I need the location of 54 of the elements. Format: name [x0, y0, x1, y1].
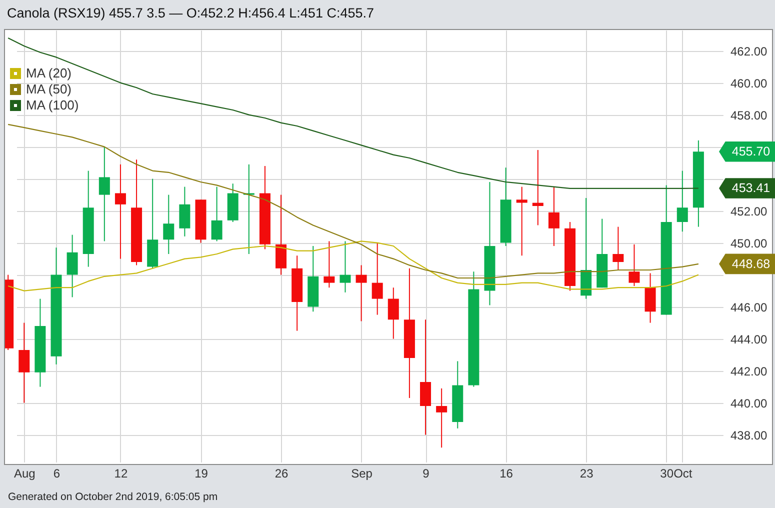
candlestick: [324, 240, 335, 288]
candlestick: [644, 272, 656, 324]
candlestick: [676, 170, 688, 232]
y-tick-label: 446.00: [730, 300, 768, 314]
x-tick-label: 6: [53, 466, 60, 480]
y-tick-label: 438.00: [730, 428, 768, 442]
candlestick: [211, 186, 222, 242]
legend-label: MA (100): [26, 98, 79, 112]
x-tick-label: 26: [274, 466, 289, 480]
candlestick: [516, 186, 528, 256]
x-tick-label: 19: [194, 466, 208, 480]
legend-label: MA (50): [26, 82, 72, 96]
y-tick-label: 444.00: [730, 332, 768, 346]
candlestick: [98, 146, 110, 242]
candlestick: [114, 164, 126, 260]
y-tick-label: 458.00: [730, 108, 768, 122]
candlestick: [163, 194, 174, 254]
candlestick: [420, 319, 432, 436]
line-series: [8, 37, 699, 189]
x-tick-label: 9: [422, 466, 430, 480]
y-tick-label: 452.00: [730, 204, 768, 218]
y-tick-label: 442.00: [730, 364, 768, 378]
x-tick-label: 30: [660, 466, 674, 480]
candlestick: [356, 264, 367, 322]
chart-title: Canola (RSX19) 455.7 3.5 — O:452.2 H:456.4 L:451 C:455.7: [7, 6, 374, 20]
candlestick: [628, 244, 640, 286]
candlestick: [66, 234, 78, 298]
candlestick: [388, 287, 399, 340]
text: 455.70: [732, 144, 770, 159]
x-tick-label: 16: [500, 466, 514, 480]
candlestick: [612, 226, 624, 270]
candlestick: [372, 242, 383, 316]
line-series: [8, 240, 699, 292]
candlestick: [532, 150, 544, 226]
x-tick-label: Oct: [674, 466, 693, 480]
x-tick-label: Sep: [351, 466, 373, 480]
text: 453.41: [732, 181, 770, 196]
y-tick-label: 460.00: [730, 76, 768, 90]
y-tick-label: 440.00: [730, 396, 768, 410]
candlestick: [276, 194, 287, 276]
y-tick-label: 462.00: [730, 44, 768, 58]
x-tick-label: 23: [580, 466, 594, 480]
x-tick-label: Aug: [14, 466, 36, 480]
text: 448.68: [732, 256, 770, 271]
candlestick: [340, 240, 351, 293]
candlestick: [179, 186, 190, 237]
candlestick: [548, 186, 560, 246]
y-tick-label: 450.00: [730, 236, 768, 250]
line-series: [8, 124, 699, 279]
text: Generated on October 2nd 2019, 6:05:05 pm: [8, 491, 218, 503]
legend-label: MA (20): [26, 66, 72, 80]
candlestick: [18, 322, 30, 404]
x-tick-label: 12: [114, 466, 128, 480]
candlestick: [436, 388, 448, 448]
